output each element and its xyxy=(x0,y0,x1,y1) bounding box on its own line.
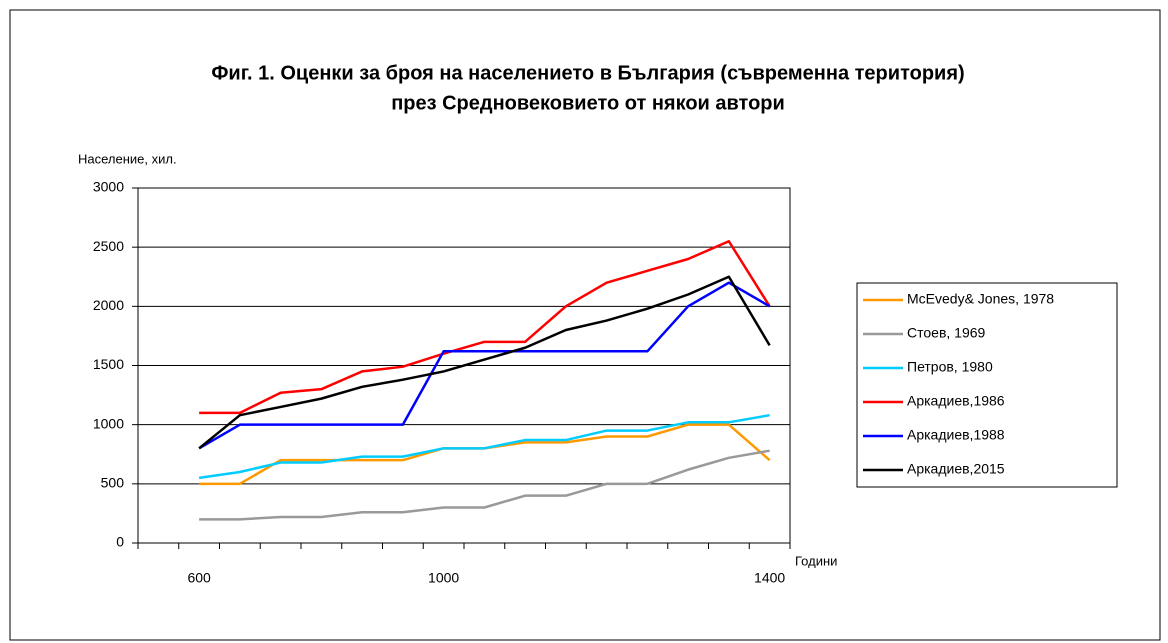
series-line xyxy=(198,281,771,450)
y-tick-label: 1000 xyxy=(93,415,124,431)
y-tick-label: 3000 xyxy=(93,179,124,195)
y-tick-label: 2500 xyxy=(93,238,124,254)
legend-label: Петров, 1980 xyxy=(907,359,993,375)
frame xyxy=(9,9,1161,641)
y-tick-label: 500 xyxy=(101,475,125,491)
x-tick-label: 1000 xyxy=(428,570,459,586)
series-line xyxy=(198,275,771,450)
series-line xyxy=(199,449,770,521)
legend-label: McEvedy& Jones, 1978 xyxy=(907,291,1054,307)
chart-subtitle: през Средновековието от някои автори xyxy=(391,92,785,114)
x-tick-label: 1400 xyxy=(754,570,785,586)
series-line xyxy=(199,423,771,486)
y-tick-label: 1500 xyxy=(93,356,124,372)
y-axis-title: Население, хил. xyxy=(78,151,177,166)
x-tick-label: 600 xyxy=(187,570,211,586)
chart-title: Фиг. 1. Оценки за броя на населението в … xyxy=(211,62,964,84)
legend-label: Аркадиев,2015 xyxy=(907,461,1005,477)
y-tick-label: 0 xyxy=(116,534,124,550)
series-line xyxy=(199,240,771,415)
series-line xyxy=(198,413,770,480)
legend-label: Аркадиев,1988 xyxy=(907,427,1005,443)
y-tick-label: 2000 xyxy=(93,297,124,313)
legend-label: Аркадиев,1986 xyxy=(907,393,1005,409)
legend-label: Стоев, 1969 xyxy=(907,325,986,341)
x-axis-title: Години xyxy=(795,553,837,568)
legend-box xyxy=(856,282,1118,488)
